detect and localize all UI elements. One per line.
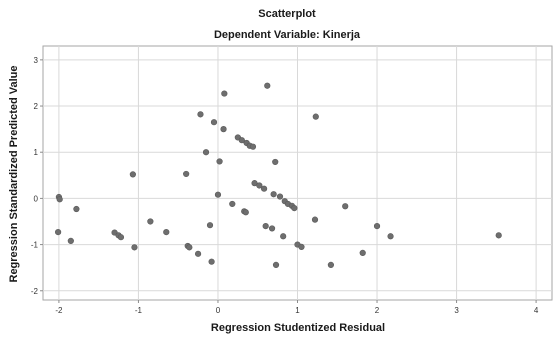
- scatter-point: [270, 191, 277, 198]
- y-tick-label: 1: [34, 148, 39, 157]
- x-tick-label: 0: [216, 306, 221, 315]
- scatter-point: [216, 158, 223, 165]
- scatter-point: [202, 149, 210, 156]
- scatter-point: [373, 223, 381, 230]
- scatter-point: [260, 185, 268, 192]
- scatter-point: [359, 249, 366, 256]
- scatter-point: [387, 233, 394, 240]
- scatter-point: [55, 229, 62, 236]
- scatter-point: [262, 223, 269, 230]
- scatter-point: [197, 111, 204, 118]
- scatter-point: [67, 237, 74, 244]
- data-points: [55, 82, 502, 269]
- x-axis-label: Regression Studentized Residual: [211, 322, 385, 334]
- scatter-point: [206, 222, 214, 229]
- scatter-point: [56, 196, 63, 203]
- scatter-point: [214, 191, 222, 198]
- scatter-point: [268, 225, 276, 232]
- scatter-point: [221, 90, 228, 97]
- y-tick-label: 0: [34, 194, 39, 203]
- x-tick-label: -1: [135, 306, 143, 315]
- x-tick-label: 3: [454, 306, 459, 315]
- scatter-point: [264, 82, 271, 89]
- scatter-point: [256, 182, 263, 189]
- scatter-point: [272, 261, 280, 269]
- scatter-point: [229, 200, 236, 208]
- scatter-point: [238, 137, 245, 144]
- chart-subtitle: Dependent Variable: Kinerja: [214, 29, 361, 41]
- scatter-point: [280, 233, 287, 240]
- scatter-point: [291, 204, 298, 212]
- scatter-point: [495, 232, 502, 239]
- scatter-point: [147, 218, 154, 225]
- scatter-point: [186, 244, 193, 251]
- y-axis-label: Regression Standardized Predicted Value: [8, 65, 20, 282]
- scatter-point: [327, 261, 335, 269]
- scatter-point: [208, 258, 215, 265]
- y-tick-label: 2: [34, 102, 39, 111]
- axis-ticks: -2 -1 0 1 2 3 4 -2 -1 0 1 2 3: [31, 56, 539, 315]
- scatter-point: [163, 229, 170, 236]
- scatter-point: [220, 126, 227, 133]
- scatter-point: [73, 205, 80, 213]
- scatter-point: [311, 216, 319, 223]
- chart-title: Scatterplot: [258, 8, 316, 20]
- y-tick-label: 3: [34, 56, 39, 65]
- scatter-point: [194, 250, 202, 257]
- x-tick-label: 1: [295, 306, 300, 315]
- x-tick-label: -2: [55, 306, 63, 315]
- scatter-point: [272, 158, 279, 166]
- x-tick-label: 4: [534, 306, 539, 315]
- y-tick-label: -1: [31, 241, 39, 250]
- y-tick-label: -2: [31, 287, 39, 296]
- scatter-point: [276, 193, 284, 200]
- scatter-point: [131, 244, 138, 251]
- scatter-point: [249, 143, 257, 150]
- x-tick-label: 2: [375, 306, 380, 315]
- scatter-point: [342, 203, 349, 210]
- scatter-point: [312, 113, 319, 120]
- scatter-point: [242, 209, 249, 216]
- scatter-point: [210, 119, 218, 126]
- scatter-point: [129, 171, 136, 178]
- scatter-point: [183, 170, 190, 178]
- scatter-point: [117, 234, 125, 241]
- scatter-point: [298, 243, 305, 250]
